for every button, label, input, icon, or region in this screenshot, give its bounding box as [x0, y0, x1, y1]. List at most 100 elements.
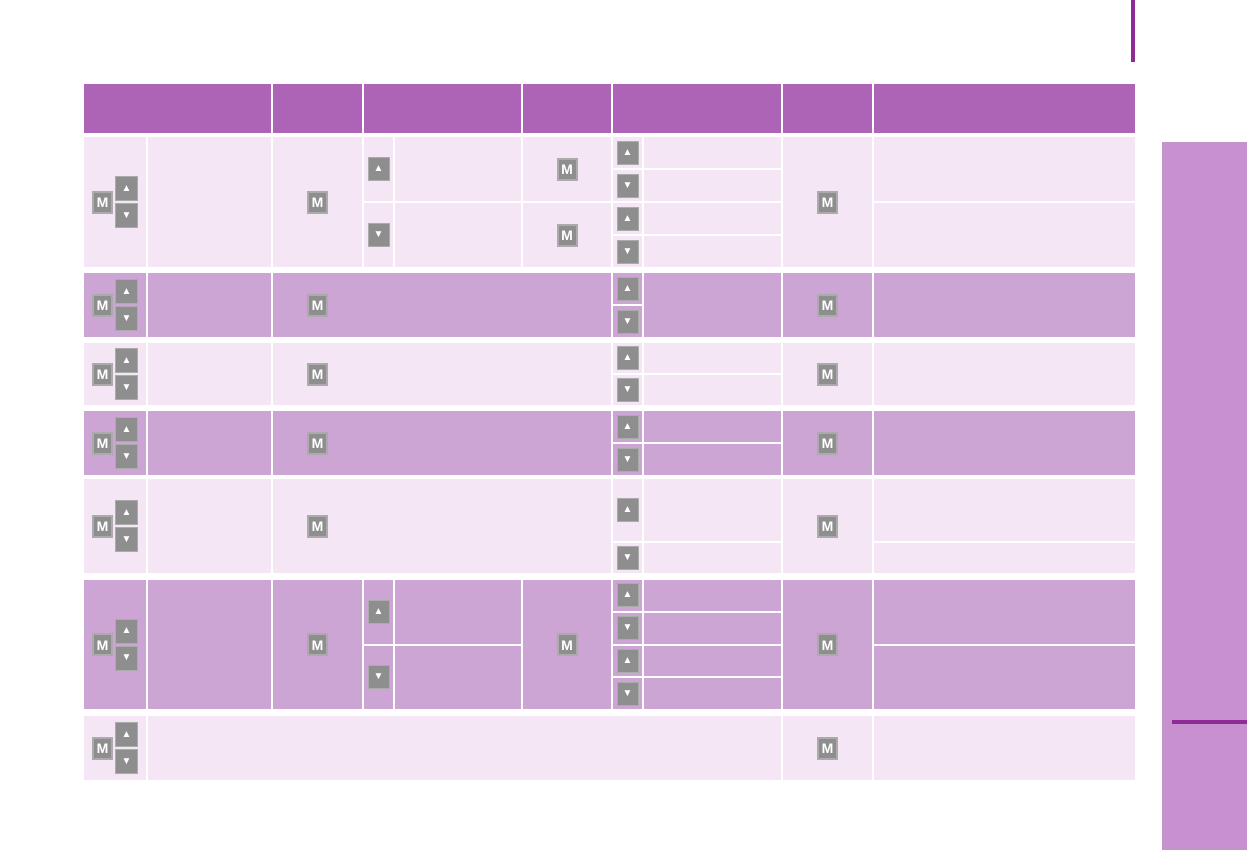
table-cell: M — [523, 580, 611, 709]
spinner: ▲ ▼ — [115, 618, 138, 671]
arrow-down-button[interactable]: ▼ — [616, 447, 639, 472]
arrow-up-button[interactable]: ▲ — [616, 206, 639, 231]
table-cell-group — [874, 479, 1135, 573]
arrow-up-button[interactable]: ▲ — [115, 279, 138, 304]
m-button[interactable]: M — [307, 293, 328, 317]
table-cell — [644, 678, 781, 709]
table-cell: M — [273, 273, 611, 337]
m-button[interactable]: M — [307, 431, 328, 455]
arrow-down-button[interactable]: ▼ — [115, 527, 138, 552]
table-cell: ▲ — [364, 137, 393, 201]
arrow-down-button[interactable]: ▼ — [115, 375, 138, 400]
arrow-up-button[interactable]: ▲ — [115, 348, 138, 373]
table-cell: M — [273, 137, 362, 267]
table-cell: ▼ — [613, 444, 642, 475]
spinner: ▲ ▼ — [115, 500, 138, 552]
table-cell — [644, 444, 781, 475]
table-cell: M — [273, 411, 611, 475]
arrow-down-button[interactable]: ▼ — [616, 681, 639, 706]
arrow-down-button[interactable]: ▼ — [616, 616, 639, 641]
m-button[interactable]: M — [92, 431, 113, 455]
row-controls-cell: M ▲ ▼ — [84, 343, 146, 405]
row-controls-cell: M ▲ ▼ — [84, 479, 146, 573]
table-cell: ▲ — [613, 203, 642, 234]
spinner: ▲ ▼ — [115, 176, 138, 228]
table-cell — [644, 411, 781, 442]
table-cell — [644, 543, 781, 573]
arrow-up-button[interactable]: ▲ — [616, 140, 639, 165]
arrow-up-button[interactable]: ▲ — [115, 176, 138, 201]
arrow-up-button[interactable]: ▲ — [616, 648, 639, 673]
m-button[interactable]: M — [556, 633, 578, 656]
m-button[interactable]: M — [92, 362, 113, 386]
m-button[interactable]: M — [92, 736, 113, 760]
arrow-down-button[interactable]: ▼ — [115, 645, 138, 671]
table-cell: ▲ — [613, 273, 642, 304]
arrow-down-button[interactable]: ▼ — [616, 378, 639, 402]
arrow-up-button[interactable]: ▲ — [115, 417, 138, 442]
table-cell — [644, 273, 781, 337]
m-button[interactable]: M — [307, 190, 328, 214]
table-cell: ▲ — [613, 645, 642, 677]
m-button[interactable]: M — [817, 293, 838, 317]
table-cell: M — [273, 580, 362, 709]
table-cell — [874, 343, 1135, 405]
m-button[interactable]: M — [817, 633, 838, 656]
arrow-down-button[interactable]: ▼ — [616, 309, 639, 334]
table-cell: ▼ — [613, 375, 642, 405]
m-button[interactable]: M — [92, 514, 113, 538]
table-cell-group: M M — [523, 137, 611, 267]
header-cell-3 — [364, 84, 521, 133]
row-controls-cell: M ▲ ▼ — [84, 273, 146, 337]
page-accent-tick — [1131, 0, 1135, 62]
arrow-up-button[interactable]: ▲ — [115, 722, 138, 747]
arrow-up-button[interactable]: ▲ — [367, 599, 390, 624]
m-button[interactable]: M — [556, 157, 578, 181]
arrow-down-button[interactable]: ▼ — [616, 239, 639, 264]
m-button[interactable]: M — [817, 514, 838, 538]
table-cell — [874, 479, 1135, 541]
m-button[interactable]: M — [92, 190, 113, 214]
m-button[interactable]: M — [307, 362, 328, 386]
m-button[interactable]: M — [817, 362, 838, 386]
m-button[interactable]: M — [817, 190, 838, 214]
table-cell — [874, 273, 1135, 337]
arrow-down-button[interactable]: ▼ — [115, 444, 138, 469]
arrow-down-button[interactable]: ▼ — [367, 665, 390, 690]
arrow-up-button[interactable]: ▲ — [616, 583, 639, 608]
arrow-up-button[interactable]: ▲ — [616, 346, 639, 370]
arrow-up-button[interactable]: ▲ — [616, 414, 639, 439]
arrow-up-button[interactable]: ▲ — [616, 276, 639, 301]
m-button[interactable]: M — [92, 633, 113, 656]
arrow-down-button[interactable]: ▼ — [616, 546, 639, 570]
arrow-up-button[interactable]: ▲ — [616, 498, 639, 522]
table-cell — [148, 580, 271, 709]
m-button[interactable]: M — [556, 223, 578, 247]
table-cell: M — [783, 479, 872, 573]
table-cell: M — [523, 203, 611, 267]
m-button[interactable]: M — [817, 736, 838, 760]
table-row-5: M ▲ ▼ M ▲ ▼ — [84, 479, 1135, 573]
arrow-down-button[interactable]: ▼ — [367, 223, 390, 247]
table-cell: M — [273, 479, 611, 573]
table-cell: ▼ — [613, 170, 642, 201]
arrow-up-button[interactable]: ▲ — [367, 157, 390, 181]
arrow-down-button[interactable]: ▼ — [115, 203, 138, 228]
table-cell: M — [783, 580, 872, 709]
m-button[interactable]: M — [92, 293, 113, 317]
row-controls-cell: M ▲ ▼ — [84, 580, 146, 709]
spinner: ▲ ▼ — [115, 279, 138, 331]
arrow-down-button[interactable]: ▼ — [115, 306, 138, 331]
arrow-up-button[interactable]: ▲ — [115, 618, 138, 644]
table-cell-group: ▲ ▼ — [364, 580, 521, 709]
table-cell: M — [783, 411, 872, 475]
arrow-down-button[interactable]: ▼ — [115, 749, 138, 774]
header-cell-5 — [613, 84, 781, 133]
m-button[interactable]: M — [307, 633, 328, 656]
m-button[interactable]: M — [817, 431, 838, 455]
table-cell: M — [783, 137, 872, 267]
arrow-down-button[interactable]: ▼ — [616, 173, 639, 198]
m-button[interactable]: M — [307, 514, 328, 538]
arrow-up-button[interactable]: ▲ — [115, 500, 138, 525]
table-cell-group: ▲ ▼ — [613, 479, 781, 573]
